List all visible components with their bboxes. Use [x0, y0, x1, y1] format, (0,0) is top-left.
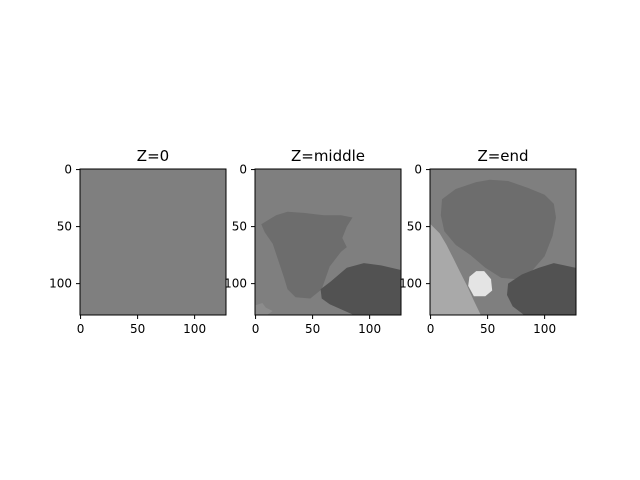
- chart-title: Z=0: [137, 147, 169, 165]
- y-tick-label: 0: [64, 163, 72, 177]
- x-tick-label: 50: [305, 322, 320, 336]
- image-regions: [430, 179, 576, 315]
- axes-frame: [79, 168, 227, 316]
- y-tick-label: 50: [232, 220, 247, 234]
- axes-frame: [429, 168, 577, 316]
- x-tick-label: 0: [77, 322, 85, 336]
- y-tick-label: 100: [224, 277, 247, 291]
- segment-light-edge: [255, 303, 273, 315]
- segment-mid-gray: [261, 211, 353, 299]
- x-tick-label: 100: [533, 322, 556, 336]
- segment-white: [468, 271, 493, 297]
- segment-dark: [507, 263, 576, 315]
- panel-3: Z=end 0 50 100 0 50 100: [399, 147, 577, 336]
- y-tick-label: 100: [49, 277, 72, 291]
- y-tick-label: 0: [239, 163, 247, 177]
- chart-title: Z=end: [477, 147, 528, 165]
- y-tick-label: 50: [407, 220, 422, 234]
- image-background: [80, 169, 226, 315]
- x-tick-label: 0: [427, 322, 435, 336]
- x-tick-label: 0: [252, 322, 260, 336]
- panel-1: Z=0 0 50 100 0 50 100: [49, 147, 227, 336]
- y-tick-label: 50: [57, 220, 72, 234]
- segment-mid-gray: [440, 179, 556, 280]
- axes-frame: [254, 168, 402, 316]
- segment-dark: [320, 263, 401, 315]
- x-tick-label: 100: [183, 322, 206, 336]
- y-tick-label: 0: [414, 163, 422, 177]
- y-tick-label: 100: [399, 277, 422, 291]
- image-regions: [255, 211, 401, 315]
- segment-light: [430, 224, 481, 315]
- x-tick-label: 50: [130, 322, 145, 336]
- x-tick-label: 100: [358, 322, 381, 336]
- x-tick-label: 50: [480, 322, 495, 336]
- chart-title: Z=middle: [291, 147, 365, 165]
- panel-2: Z=middle 0 50 100 0 50 100: [224, 147, 402, 336]
